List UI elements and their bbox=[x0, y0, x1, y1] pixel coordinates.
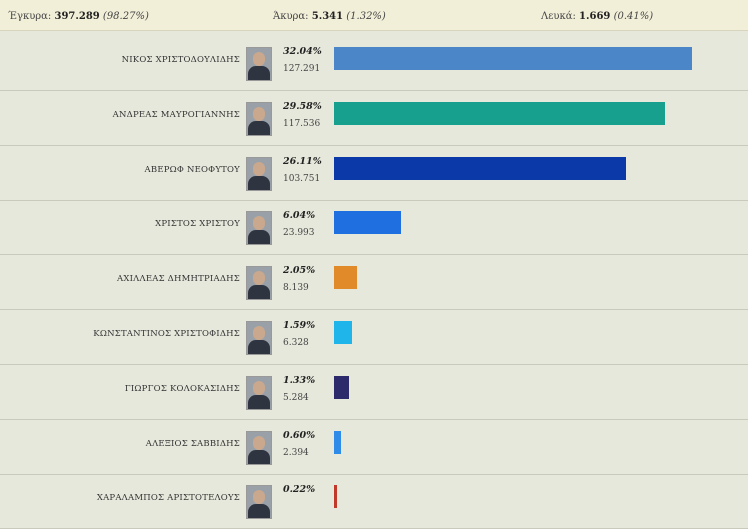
blank-votes-pct: (0.41%) bbox=[613, 11, 654, 22]
candidate-photo bbox=[246, 321, 272, 355]
candidate-votes: 23.993 bbox=[283, 228, 315, 239]
candidate-photo bbox=[246, 156, 272, 191]
candidate-name: ΧΡΙΣΤΟΣ ΧΡΙΣΤΟΥ bbox=[155, 219, 240, 230]
candidate-percentage: 0.60% bbox=[283, 429, 316, 441]
candidate-result-bar bbox=[334, 375, 349, 399]
candidate-row: ΚΩΝΣΤΑΝΤΙΝΟΣ ΧΡΙΣΤΟΦΙΔΗΣ 1.59% 6.328 bbox=[0, 310, 748, 365]
candidate-name: ΓΙΩΡΓΟΣ ΚΟΛΟΚΑΣΙΔΗΣ bbox=[124, 383, 240, 394]
invalid-votes-pct: (1.32%) bbox=[346, 11, 386, 22]
invalid-votes-count: 5.341 bbox=[311, 11, 344, 22]
valid-votes-label: Έγκυρα: bbox=[8, 11, 52, 22]
valid-votes-pct: (98.27%) bbox=[102, 11, 149, 22]
candidate-votes: 117.536 bbox=[283, 118, 321, 129]
candidate-percentage: 2.05% bbox=[283, 265, 316, 277]
candidate-row: ΑΧΙΛΛΕΑΣ ΔΗΜΗΤΡΙΑΔΗΣ 2.05% 8.139 bbox=[0, 255, 748, 311]
candidate-result-bar bbox=[334, 156, 626, 180]
candidate-photo bbox=[246, 266, 272, 301]
candidate-votes: 8.139 bbox=[283, 283, 309, 294]
candidate-row: ΝΙΚΟΣ ΧΡΙΣΤΟΔΟΥΛΙΔΗΣ 32.04% 127.291 bbox=[0, 36, 748, 91]
candidate-result-bar bbox=[334, 101, 665, 125]
candidate-percentage: 1.59% bbox=[283, 320, 316, 331]
candidate-percentage: 26.11% bbox=[283, 155, 322, 167]
candidate-votes: 127.291 bbox=[283, 64, 321, 74]
valid-votes-stat: Έγκυρα: 397.289 (98.27%) bbox=[8, 11, 149, 22]
candidate-votes: 6.328 bbox=[283, 338, 309, 348]
candidate-name: ΧΑΡΑΛΑΜΠΟΣ ΑΡΙΣΤΟΤΕΛΟΥΣ bbox=[96, 493, 240, 504]
candidate-percentage: 6.04% bbox=[283, 210, 316, 222]
valid-votes-count: 397.289 bbox=[54, 11, 100, 22]
candidate-votes: 103.751 bbox=[283, 173, 321, 184]
candidate-row: ΑΛΕΞΙΟΣ ΣΑΒΒΙΔΗΣ 0.60% 2.394 bbox=[0, 420, 748, 475]
results-summary-bar: Έγκυρα: 397.289 (98.27%) Άκυρα: 5.341 (1… bbox=[0, 0, 748, 31]
blank-votes-stat: Λευκά: 1.669 (0.41%) bbox=[541, 11, 653, 22]
blank-votes-count: 1.669 bbox=[579, 11, 611, 22]
candidate-photo bbox=[246, 101, 272, 136]
candidate-result-bar bbox=[334, 266, 357, 290]
candidate-percentage: 0.22% bbox=[283, 484, 316, 496]
candidate-result-bar bbox=[334, 321, 352, 344]
candidate-result-bar bbox=[334, 430, 341, 454]
candidate-name: ΑΝΔΡΕΑΣ ΜΑΥΡΟΓΙΑΝΝΗΣ bbox=[112, 109, 240, 120]
candidate-photo bbox=[246, 47, 272, 81]
blank-votes-label: Λευκά: bbox=[541, 11, 576, 22]
candidate-name: ΑΧΙΛΛΕΑΣ ΔΗΜΗΤΡΙΑΔΗΣ bbox=[117, 274, 240, 285]
candidate-result-bar bbox=[334, 485, 337, 509]
candidate-percentage: 29.58% bbox=[283, 100, 322, 112]
candidate-photo bbox=[246, 485, 272, 520]
candidate-votes: 5.284 bbox=[283, 392, 309, 403]
candidate-name: ΝΙΚΟΣ ΧΡΙΣΤΟΔΟΥΛΙΔΗΣ bbox=[121, 55, 240, 65]
candidate-percentage: 1.33% bbox=[283, 374, 316, 386]
candidate-row: ΧΑΡΑΛΑΜΠΟΣ ΑΡΙΣΤΟΤΕΛΟΥΣ 0.22% bbox=[0, 474, 748, 529]
candidate-result-bar bbox=[334, 47, 692, 70]
candidate-photo bbox=[246, 375, 272, 410]
candidate-name: ΑΛΕΞΙΟΣ ΣΑΒΒΙΔΗΣ bbox=[145, 438, 240, 449]
invalid-votes-stat: Άκυρα: 5.341 (1.32%) bbox=[273, 11, 386, 22]
candidate-votes: 2.394 bbox=[283, 447, 309, 458]
candidate-row: ΑΒΕΡΩΦ ΝΕΟΦΥΤΟΥ 26.11% 103.751 bbox=[0, 146, 748, 201]
candidate-row: ΓΙΩΡΓΟΣ ΚΟΛΟΚΑΣΙΔΗΣ 1.33% 5.284 bbox=[0, 365, 748, 420]
candidate-name: ΚΩΝΣΤΑΝΤΙΝΟΣ ΧΡΙΣΤΟΦΙΔΗΣ bbox=[93, 329, 240, 339]
candidate-result-bar bbox=[334, 211, 402, 235]
candidate-row: ΧΡΙΣΤΟΣ ΧΡΙΣΤΟΥ 6.04% 23.993 bbox=[0, 200, 748, 256]
invalid-votes-label: Άκυρα: bbox=[273, 11, 309, 22]
candidate-photo bbox=[246, 430, 272, 465]
candidate-name: ΑΒΕΡΩΦ ΝΕΟΦΥΤΟΥ bbox=[144, 164, 240, 175]
candidate-photo bbox=[246, 211, 272, 246]
candidate-row: ΑΝΔΡΕΑΣ ΜΑΥΡΟΓΙΑΝΝΗΣ 29.58% 117.536 bbox=[0, 91, 748, 146]
candidate-percentage: 32.04% bbox=[283, 46, 322, 57]
